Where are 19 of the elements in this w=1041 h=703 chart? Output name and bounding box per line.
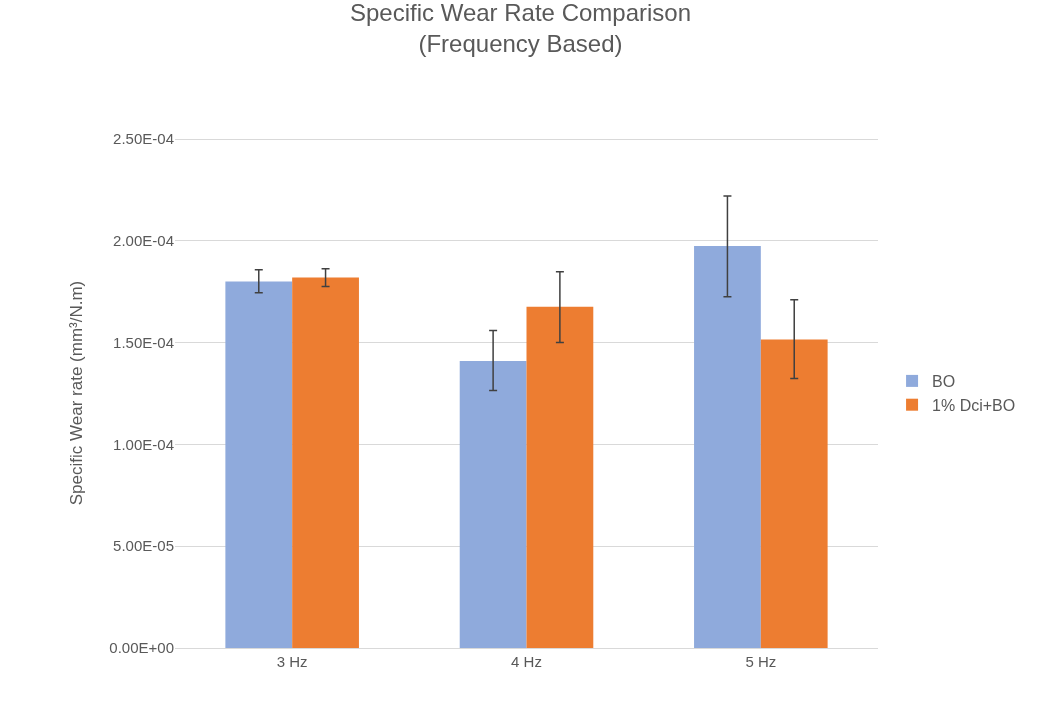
bar bbox=[760, 339, 828, 648]
x-tick-label: 4 Hz bbox=[511, 653, 542, 670]
bar bbox=[459, 360, 527, 648]
y-tick-label: 2.00E-04 bbox=[113, 232, 174, 250]
y-tick-label: 1.00E-04 bbox=[113, 435, 174, 453]
bar bbox=[526, 306, 594, 648]
y-tick-label: 5.00E-05 bbox=[113, 537, 174, 555]
y-tick-label: 1.50E-04 bbox=[113, 333, 174, 351]
bar bbox=[694, 245, 761, 648]
y-tick-label: 0.00E+00 bbox=[109, 639, 174, 657]
chart-title: Specific Wear Rate Comparison (Frequency Based) bbox=[349, 0, 692, 58]
y-tick-label: 2.50E-04 bbox=[113, 130, 174, 148]
x-tick-label: 5 Hz bbox=[745, 653, 777, 670]
legend-label: 1% Dci+BO bbox=[932, 396, 1016, 414]
legend-label: BO bbox=[932, 373, 956, 391]
x-tick-label: 3 Hz bbox=[276, 653, 308, 670]
bar bbox=[292, 277, 359, 648]
y-axis-title: Specific Wear rate (mm³/N.m) bbox=[66, 280, 86, 506]
bar bbox=[225, 281, 293, 648]
